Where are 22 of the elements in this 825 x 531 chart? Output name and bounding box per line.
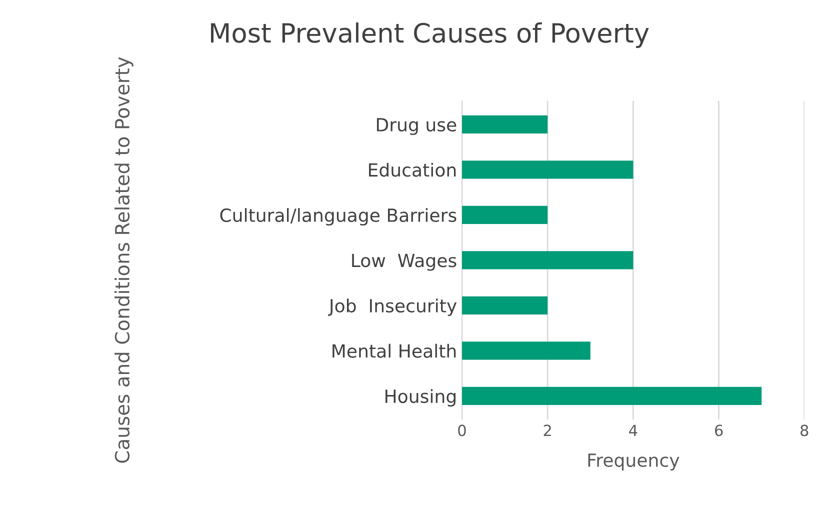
y-axis-title: Causes and Conditions Related to Poverty	[114, 57, 134, 463]
y-tick-label: Job Insecurity	[328, 298, 457, 316]
bar	[462, 160, 634, 179]
y-tick-label: Drug use	[376, 118, 456, 136]
y-tick-label: Low Wages	[352, 254, 456, 271]
bar	[462, 115, 548, 134]
y-tick-label: Mental Health	[332, 344, 456, 358]
x-tick-label: 4	[629, 424, 638, 436]
y-tick-label: Housing	[386, 389, 456, 407]
bar	[462, 251, 634, 270]
x-tick-label: 2	[544, 424, 551, 436]
bar	[462, 206, 548, 224]
bar	[462, 386, 762, 406]
y-tick-label: Education	[369, 162, 456, 177]
x-tick-label: 8	[800, 424, 808, 436]
x-tick-label: 0	[458, 424, 466, 436]
x-tick-label: 6	[714, 424, 723, 436]
chart-title: Most Prevalent Causes of Poverty	[210, 22, 649, 48]
bar	[462, 342, 590, 360]
bar	[462, 296, 548, 314]
y-tick-label: Cultural/language Barriers	[220, 208, 456, 226]
x-axis-title: Frequency	[588, 454, 680, 470]
